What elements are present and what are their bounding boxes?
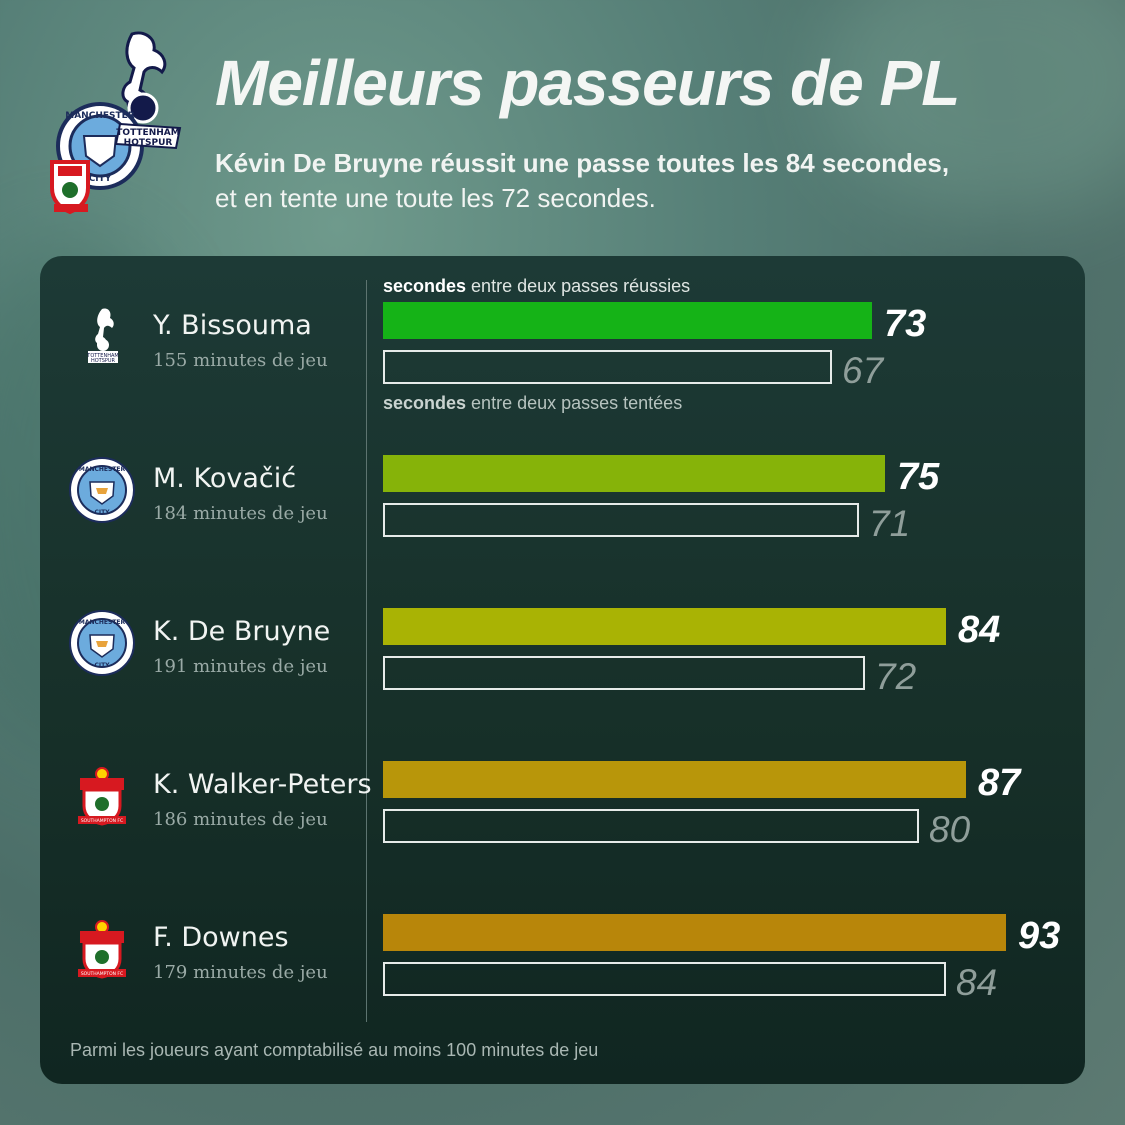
footnote: Parmi les joueurs ayant comptabilisé au … [70, 1040, 599, 1060]
manchester-city-logo: MANCHESTER CITY [68, 609, 136, 677]
legend-attempt-bold: secondes [383, 393, 467, 413]
chart-divider [366, 280, 367, 1022]
player-minutes: 179 minutes de jeu [153, 962, 328, 983]
tottenham-banner: TOTTENHAM HOTSPUR [114, 122, 182, 150]
city-logo-text: CITY [89, 174, 112, 184]
player-minutes: 191 minutes de jeu [153, 656, 328, 677]
tottenham-logo: TOTTENHAM HOTSPUR [68, 303, 136, 371]
tottenham-logo-large [121, 31, 167, 124]
legend-success-text: entre deux passes réussies [466, 276, 691, 296]
svg-text:CITY: CITY [94, 509, 110, 516]
player-name: Y. Bissouma [153, 310, 312, 341]
bar-success-label: 84 [958, 609, 1001, 651]
subtitle-line-2: et en tente une toute les 72 secondes. [215, 183, 656, 213]
bar-attempt-label: 84 [956, 962, 998, 1003]
player-minutes: 155 minutes de jeu [153, 350, 328, 371]
manchester-city-logo: MANCHESTER CITY [68, 456, 136, 524]
player-name: F. Downes [153, 922, 289, 953]
svg-text:CITY: CITY [94, 662, 110, 669]
bar-success-label: 87 [978, 762, 1021, 804]
bar-success [383, 914, 1006, 951]
bar-success [383, 608, 946, 645]
svg-text:MANCHESTER: MANCHESTER [79, 466, 126, 473]
svg-text:SOUTHAMPTON FC: SOUTHAMPTON FC [81, 971, 123, 977]
club-logos-cluster: MANCHESTER CITY TOTTENHAM HOTSPUR [50, 31, 182, 215]
bar-attempt [383, 656, 865, 690]
legend-success: secondes entre deux passes réussies [383, 276, 690, 297]
player-name: K. De Bruyne [153, 616, 331, 647]
subtitle-line-1: Kévin De Bruyne réussit une passe toutes… [215, 148, 950, 178]
player-minutes: 184 minutes de jeu [153, 503, 328, 524]
southampton-logo: SOUTHAMPTON FC [68, 915, 136, 983]
legend-success-bold: secondes [383, 276, 467, 296]
player-name: K. Walker-Peters [153, 769, 372, 800]
svg-text:MANCHESTER: MANCHESTER [79, 619, 126, 626]
svg-text:HOTSPUR: HOTSPUR [91, 358, 116, 364]
bar-success [383, 455, 885, 492]
bar-success [383, 302, 872, 339]
player-minutes: 186 minutes de jeu [153, 809, 328, 830]
svg-text:TOTTENHAM: TOTTENHAM [86, 353, 118, 359]
bar-success-label: 93 [1018, 915, 1061, 957]
legend-attempt-text: entre deux passes tentées [466, 393, 683, 413]
tottenham-logo-text: TOTTENHAM [116, 128, 179, 138]
bar-attempt-label: 67 [842, 350, 884, 391]
bar-success-label: 75 [897, 456, 940, 498]
tottenham-logo-text: HOTSPUR [124, 138, 173, 148]
legend-attempt: secondes entre deux passes tentées [383, 393, 682, 414]
bar-attempt [383, 503, 859, 537]
southampton-logo-large [50, 160, 90, 215]
bar-attempt [383, 809, 919, 843]
city-logo-text: MANCHESTER [65, 111, 135, 121]
page-title: Meilleurs passeurs de PL [215, 47, 960, 119]
bar-attempt-label: 72 [875, 656, 917, 697]
bar-success [383, 761, 966, 798]
svg-text:SOUTHAMPTON FC: SOUTHAMPTON FC [81, 818, 123, 824]
southampton-logo: SOUTHAMPTON FC [68, 762, 136, 830]
bar-attempt [383, 350, 832, 384]
bar-attempt-label: 71 [869, 503, 911, 544]
bar-attempt-label: 80 [929, 809, 971, 850]
bar-attempt [383, 962, 946, 996]
bar-success-label: 73 [884, 303, 927, 345]
player-name: M. Kovačić [153, 463, 297, 494]
